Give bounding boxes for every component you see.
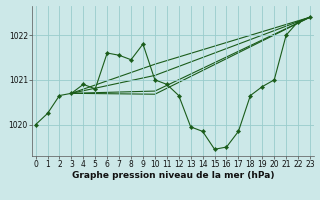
X-axis label: Graphe pression niveau de la mer (hPa): Graphe pression niveau de la mer (hPa) (72, 171, 274, 180)
